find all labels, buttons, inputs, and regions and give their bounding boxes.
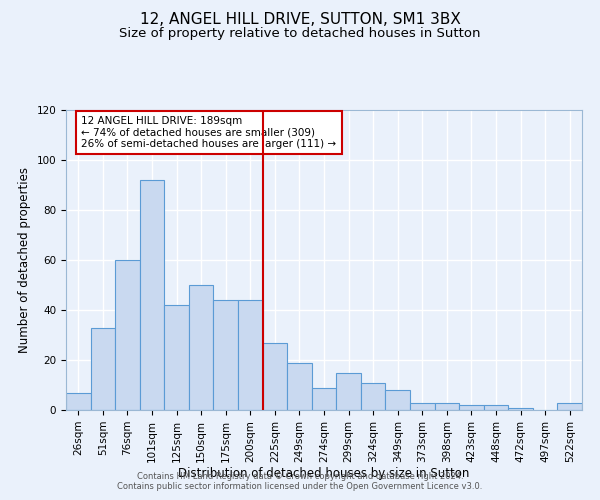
Bar: [459, 405, 484, 410]
Bar: [312, 388, 336, 410]
Bar: [410, 402, 434, 410]
Bar: [336, 372, 361, 410]
Bar: [164, 305, 189, 410]
Y-axis label: Number of detached properties: Number of detached properties: [18, 167, 31, 353]
Bar: [434, 402, 459, 410]
Bar: [385, 390, 410, 410]
Bar: [115, 260, 140, 410]
Bar: [91, 328, 115, 410]
Bar: [214, 300, 238, 410]
Bar: [238, 300, 263, 410]
Bar: [484, 405, 508, 410]
X-axis label: Distribution of detached houses by size in Sutton: Distribution of detached houses by size …: [178, 468, 470, 480]
Bar: [361, 382, 385, 410]
Text: Size of property relative to detached houses in Sutton: Size of property relative to detached ho…: [119, 28, 481, 40]
Bar: [287, 362, 312, 410]
Bar: [557, 402, 582, 410]
Bar: [140, 180, 164, 410]
Bar: [189, 285, 214, 410]
Text: Contains public sector information licensed under the Open Government Licence v3: Contains public sector information licen…: [118, 482, 482, 491]
Text: 12 ANGEL HILL DRIVE: 189sqm
← 74% of detached houses are smaller (309)
26% of se: 12 ANGEL HILL DRIVE: 189sqm ← 74% of det…: [82, 116, 337, 149]
Bar: [508, 408, 533, 410]
Bar: [66, 392, 91, 410]
Bar: [263, 342, 287, 410]
Text: 12, ANGEL HILL DRIVE, SUTTON, SM1 3BX: 12, ANGEL HILL DRIVE, SUTTON, SM1 3BX: [140, 12, 460, 28]
Text: Contains HM Land Registry data © Crown copyright and database right 2024.: Contains HM Land Registry data © Crown c…: [137, 472, 463, 481]
